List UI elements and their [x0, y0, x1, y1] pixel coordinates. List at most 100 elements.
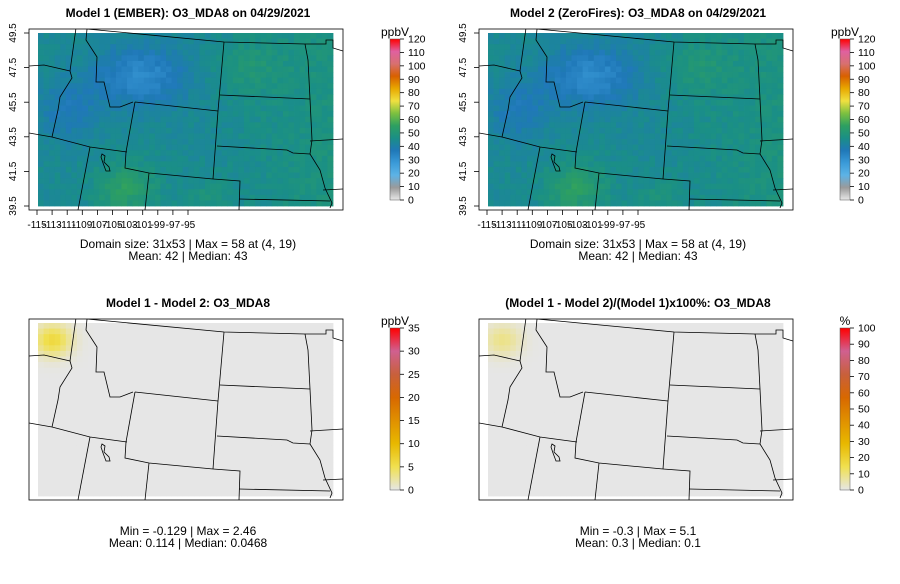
heatmap-cell [71, 440, 77, 446]
heatmap-cell [661, 78, 667, 84]
heatmap-cell [166, 479, 172, 485]
heatmap-cell [288, 446, 294, 452]
heatmap-cell [133, 479, 139, 485]
heatmap-cell [233, 117, 239, 123]
heatmap-cell [272, 100, 278, 106]
heatmap-cell [183, 150, 189, 156]
heatmap-cell [205, 396, 211, 402]
heatmap-cell [261, 345, 267, 351]
heatmap-cell [199, 106, 205, 112]
heatmap-cell [94, 401, 100, 407]
heatmap-cell [716, 133, 722, 139]
heatmap-cell [488, 39, 494, 45]
heatmap-cell [616, 133, 622, 139]
heatmap-cell [238, 423, 244, 429]
heatmap-cell [549, 122, 555, 128]
heatmap-cell [255, 133, 261, 139]
heatmap-cell [594, 39, 600, 45]
heatmap-cell [133, 117, 139, 123]
heatmap-cell [227, 145, 233, 151]
heatmap-cell [622, 83, 628, 89]
heatmap-cell [105, 111, 111, 117]
heatmap-cell [544, 100, 550, 106]
heatmap-cell [577, 133, 583, 139]
heatmap-cell [300, 334, 306, 340]
heatmap-cell [644, 145, 650, 151]
heatmap-cell [599, 61, 605, 67]
heatmap-cell [677, 117, 683, 123]
heatmap-cell [610, 200, 616, 206]
heatmap-cell [688, 66, 694, 72]
heatmap-cell [49, 145, 55, 151]
heatmap-cell [155, 446, 161, 452]
heatmap-cell [83, 189, 89, 195]
heatmap-cell [577, 50, 583, 56]
heatmap-cell [527, 128, 533, 134]
heatmap-cell [244, 345, 250, 351]
heatmap-cell [66, 423, 72, 429]
heatmap-cell [166, 78, 172, 84]
heatmap-cell [99, 463, 105, 469]
heatmap-cell [127, 373, 133, 379]
heatmap-cell [571, 55, 577, 61]
heatmap-cell [521, 78, 527, 84]
heatmap-cell [300, 55, 306, 61]
heatmap-cell [116, 362, 122, 368]
heatmap-cell [211, 373, 217, 379]
heatmap-cell [672, 173, 678, 179]
heatmap-cell [277, 50, 283, 56]
heatmap-cell [194, 122, 200, 128]
heatmap-cell [683, 72, 689, 78]
heatmap-cell [744, 33, 750, 39]
heatmap-cell [238, 133, 244, 139]
heatmap-cell [327, 184, 333, 190]
heatmap-cell [649, 133, 655, 139]
heatmap-cell [94, 407, 100, 413]
heatmap-cell [583, 173, 589, 179]
heatmap-cell [211, 390, 217, 396]
heatmap-cell [577, 66, 583, 72]
heatmap-cell [766, 66, 772, 72]
heatmap-cell [149, 351, 155, 357]
heatmap-cell [188, 61, 194, 67]
heatmap-cell [49, 100, 55, 106]
heatmap-cell [250, 161, 256, 167]
heatmap-cell [227, 474, 233, 480]
heatmap-cell [750, 106, 756, 112]
heatmap-cell [60, 145, 66, 151]
heatmap-cell [177, 39, 183, 45]
heatmap-cell [277, 122, 283, 128]
heatmap-cell [288, 457, 294, 463]
heatmap-cell [738, 139, 744, 145]
heatmap-cell [661, 94, 667, 100]
heatmap-cell [199, 407, 205, 413]
heatmap-cell [288, 423, 294, 429]
heatmap-cell [149, 368, 155, 374]
heatmap-cell [521, 100, 527, 106]
heatmap-cell [211, 33, 217, 39]
heatmap-cell [311, 474, 317, 480]
heatmap-cell [188, 145, 194, 151]
heatmap-cell [661, 72, 667, 78]
heatmap-cell [105, 362, 111, 368]
heatmap-cell [744, 72, 750, 78]
heatmap-cell [594, 78, 600, 84]
heatmap-cell [144, 440, 150, 446]
heatmap-cell [266, 184, 272, 190]
heatmap-cell [571, 139, 577, 145]
heatmap-cell [188, 451, 194, 457]
heatmap-cell [160, 61, 166, 67]
heatmap-cell [144, 106, 150, 112]
heatmap-cell [127, 178, 133, 184]
heatmap-cell [199, 479, 205, 485]
heatmap-cell [316, 184, 322, 190]
heatmap-cell [71, 150, 77, 156]
heatmap-cell [116, 457, 122, 463]
heatmap-cell [666, 195, 672, 201]
heatmap-cell [250, 55, 256, 61]
heatmap-cell [227, 89, 233, 95]
heatmap-cell [549, 111, 555, 117]
heatmap-cell [288, 474, 294, 480]
heatmap-cell [216, 145, 222, 151]
heatmap-cell [494, 66, 500, 72]
